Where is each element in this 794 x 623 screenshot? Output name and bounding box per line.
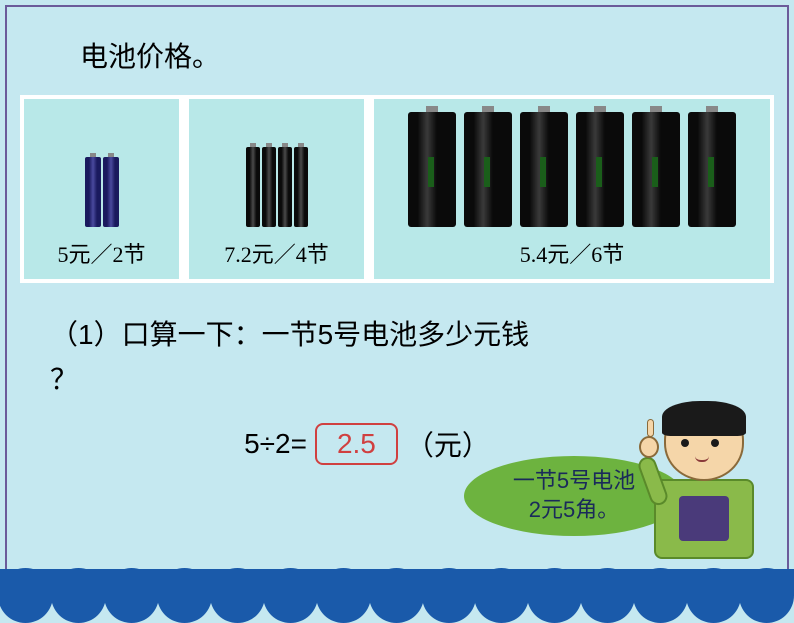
boy-hand	[639, 436, 659, 458]
battery-icon	[246, 147, 260, 227]
battery-icon	[576, 112, 624, 227]
battery-icon	[262, 147, 276, 227]
battery-icon	[408, 112, 456, 227]
question-line2: ？	[50, 364, 78, 395]
price-label-3: 5.4元／6节	[520, 237, 625, 269]
battery-icon	[85, 157, 101, 227]
panel-2: 7.2元／4节	[189, 99, 364, 279]
battery-icon	[278, 147, 292, 227]
battery-group-3	[405, 112, 739, 227]
content-area: 电池价格。 5元／2节 7.2元／4节	[0, 0, 794, 465]
equation-unit: （元）	[406, 424, 490, 464]
wave-bar	[0, 569, 794, 596]
battery-icon	[520, 112, 568, 227]
price-label-1: 5元／2节	[57, 237, 145, 269]
battery-icon	[464, 112, 512, 227]
answer-box: 2.5	[315, 423, 398, 465]
page-title: 电池价格。	[80, 35, 744, 75]
boy-hair	[662, 401, 746, 436]
panel-3: 5.4元／6节	[374, 99, 770, 279]
boy-eye-right	[711, 439, 719, 447]
boy-illustration	[639, 401, 769, 561]
question-text: （1）口算一下：一节5号电池多少元钱 ？	[50, 313, 744, 403]
boy-eye-left	[681, 439, 689, 447]
panel-1: 5元／2节	[24, 99, 179, 279]
battery-icon	[632, 112, 680, 227]
battery-icon	[688, 112, 736, 227]
battery-panels-row: 5元／2节 7.2元／4节 5.4元／6节	[20, 95, 774, 283]
bubble-line1: 一节5号电池	[489, 467, 659, 496]
boy-finger	[647, 419, 654, 437]
battery-group-2	[246, 147, 308, 227]
equation-lhs: 5÷2=	[244, 428, 307, 460]
battery-icon	[103, 157, 119, 227]
boy-chest	[679, 496, 729, 541]
price-label-2: 7.2元／4节	[224, 237, 329, 269]
question-line1: （1）口算一下：一节5号电池多少元钱	[50, 319, 529, 350]
battery-icon	[294, 147, 308, 227]
battery-group-1	[85, 157, 119, 227]
bubble-line2: 2元5角。	[489, 496, 659, 525]
